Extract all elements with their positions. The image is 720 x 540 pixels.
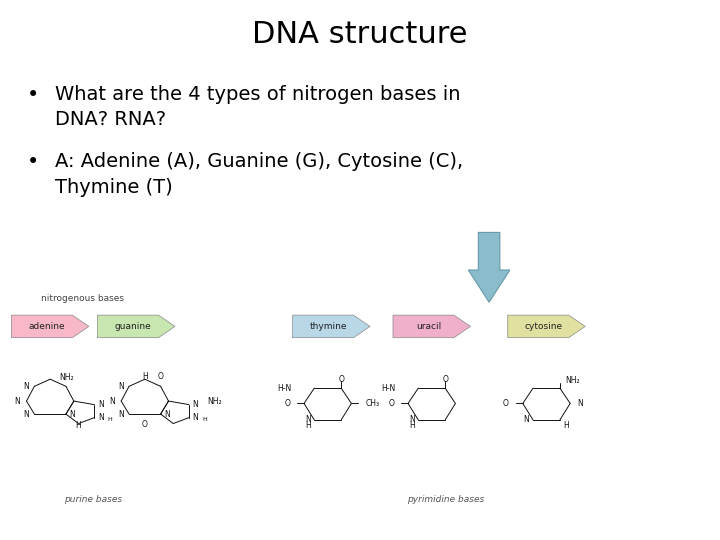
Text: N: N [305,415,311,424]
Text: H: H [142,373,148,381]
Text: N: N [118,409,124,418]
Text: •: • [27,85,39,105]
Text: nitrogenous bases: nitrogenous bases [41,294,124,303]
Polygon shape [97,315,175,338]
Text: A: Adenine (A), Guanine (G), Cytosine (C),
Thymine (T): A: Adenine (A), Guanine (G), Cytosine (C… [55,152,463,197]
Text: H: H [202,417,207,422]
Text: uracil: uracil [415,322,441,331]
Text: adenine: adenine [29,322,65,331]
Text: H: H [409,421,415,430]
Text: O: O [388,399,394,408]
Text: N: N [409,415,415,424]
Text: •: • [27,152,39,172]
Text: NH₂: NH₂ [565,376,580,385]
Text: H: H [305,421,311,430]
Text: H-N: H-N [381,383,395,393]
Text: NH₂: NH₂ [207,396,222,406]
Text: O: O [142,420,148,429]
Text: N: N [192,400,198,409]
Text: purine bases: purine bases [64,495,122,504]
Text: O: O [338,375,344,384]
Text: O: O [503,399,509,408]
Text: N: N [70,409,76,418]
Text: H-N: H-N [277,383,291,393]
Polygon shape [292,315,370,338]
Text: NH₂: NH₂ [59,373,74,382]
Text: O: O [442,375,448,384]
Text: O: O [284,399,290,408]
Text: N: N [118,382,124,391]
Text: N: N [523,415,529,424]
Text: N: N [24,409,30,418]
Text: O: O [158,373,163,381]
Text: N: N [109,396,114,406]
Text: What are the 4 types of nitrogen bases in
DNA? RNA?: What are the 4 types of nitrogen bases i… [55,85,461,130]
Text: N: N [24,382,30,391]
Polygon shape [12,315,89,338]
Text: H: H [564,421,570,430]
Polygon shape [508,315,585,338]
Text: N: N [164,409,170,418]
Text: pyrimidine bases: pyrimidine bases [408,495,485,504]
Text: N: N [14,396,20,406]
Text: DNA structure: DNA structure [252,20,468,49]
Text: cytosine: cytosine [524,322,562,331]
Text: CH₃: CH₃ [365,399,379,408]
Text: N: N [98,400,104,409]
Text: N: N [577,399,583,408]
Polygon shape [468,232,510,302]
Text: thymine: thymine [310,322,347,331]
Text: N: N [98,413,104,422]
Polygon shape [393,315,470,338]
Text: H: H [107,417,112,422]
Text: guanine: guanine [114,322,151,331]
Text: H: H [75,421,81,430]
Text: N: N [192,413,198,422]
